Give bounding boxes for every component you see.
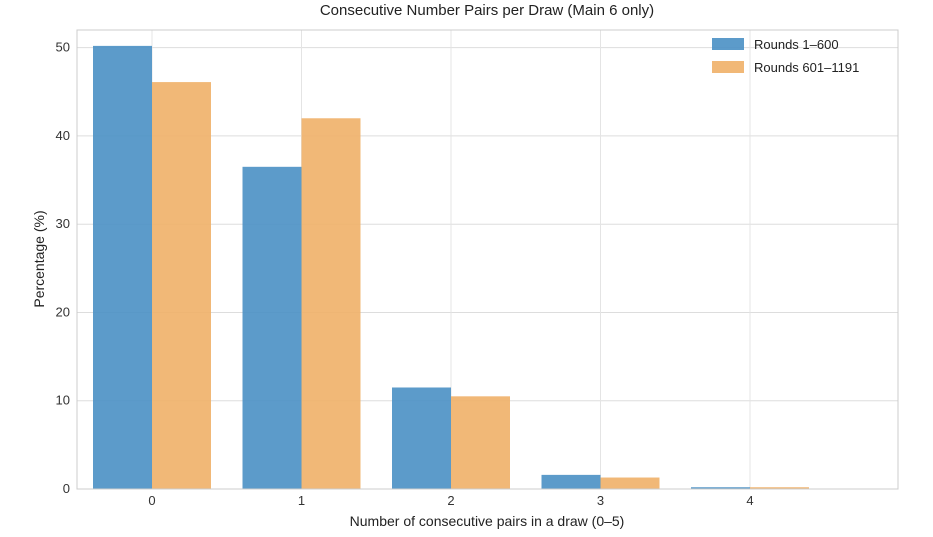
bar — [691, 487, 750, 489]
x-tick-label: 0 — [148, 493, 155, 508]
bars — [93, 45, 809, 490]
bar — [242, 166, 302, 489]
x-tick-label: 4 — [746, 493, 753, 508]
legend-label: Rounds 1–600 — [754, 37, 839, 52]
legend: Rounds 1–600 Rounds 601–1191 — [712, 37, 859, 75]
y-tick-label: 10 — [56, 393, 70, 408]
grid — [77, 30, 898, 490]
bar — [600, 477, 660, 489]
legend-swatch — [712, 61, 744, 73]
bar — [750, 487, 809, 489]
x-tick-label: 2 — [447, 493, 454, 508]
legend-label: Rounds 601–1191 — [754, 60, 859, 75]
bar — [392, 387, 451, 489]
y-axis-label: Percentage (%) — [31, 210, 47, 307]
legend-swatch — [712, 38, 744, 50]
x-axis-label: Number of consecutive pairs in a draw (0… — [350, 513, 625, 529]
y-tick-label: 20 — [56, 304, 70, 319]
plot-frame — [76, 29, 899, 490]
bar — [93, 45, 152, 490]
x-tick-label: 3 — [597, 493, 604, 508]
bar — [152, 82, 211, 489]
bar — [301, 118, 361, 490]
y-tick-label: 30 — [56, 216, 70, 231]
y-tick-label: 0 — [63, 481, 70, 496]
y-tick-label: 40 — [56, 128, 70, 143]
chart-title: Consecutive Number Pairs per Draw (Main … — [320, 2, 654, 19]
x-tick-label: 1 — [298, 493, 305, 508]
y-tick-label: 50 — [56, 40, 70, 55]
bar — [541, 474, 601, 489]
y-axis-ticks: 0 10 20 30 40 50 — [56, 40, 70, 496]
bar — [451, 396, 510, 489]
x-axis-ticks: 0 1 2 3 4 — [148, 493, 753, 508]
